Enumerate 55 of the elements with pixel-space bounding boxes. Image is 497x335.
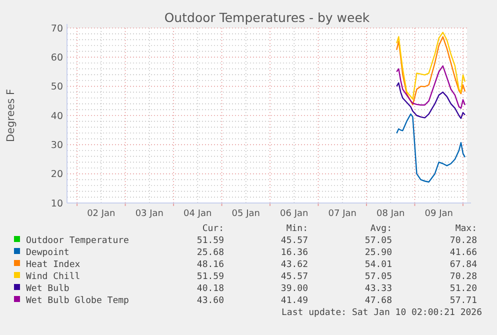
x-tick-label: 05 Jan	[232, 209, 260, 219]
text: Last update: Sat Jan 10 02:00:21 2026	[282, 308, 482, 318]
x-tick-label: 06 Jan	[280, 209, 308, 219]
x-tick-label: 02 Jan	[87, 209, 116, 219]
text: Max:	[455, 224, 477, 234]
x-tick-label: 03 Jan	[135, 209, 164, 219]
y-tick-label: 60	[50, 52, 63, 64]
text: 51.20	[450, 284, 477, 294]
text: 57.05	[364, 236, 392, 246]
text: 47.68	[364, 296, 392, 306]
y-tick-label: 70	[50, 23, 63, 34]
line-series	[396, 65, 466, 109]
text: 67.84	[450, 260, 477, 270]
text: 51.59	[196, 272, 224, 282]
x-tick-label: 07 Jan	[328, 209, 356, 219]
text: 43.33	[364, 284, 392, 294]
text: 41.49	[280, 296, 308, 306]
text: Cur:	[202, 224, 224, 234]
text: 40.18	[196, 284, 224, 294]
text: 25.68	[196, 248, 224, 258]
legend-label: Dewpoint	[26, 248, 70, 258]
line-series	[396, 82, 466, 120]
text: Avg:	[370, 224, 392, 234]
chart-title: Outdoor Temperatures - by week	[164, 10, 370, 25]
x-tick-label: 09 Jan	[424, 209, 453, 219]
text: 48.16	[196, 260, 224, 270]
y-tick-label: 50	[50, 82, 63, 93]
text: 16.36	[280, 248, 308, 258]
text: 43.62	[280, 260, 308, 270]
text: 39.00	[280, 284, 308, 294]
legend-label: Wet Bulb	[26, 284, 70, 294]
legend-label: Heat Index	[26, 260, 81, 270]
text: 51.59	[196, 236, 224, 246]
text: 25.90	[364, 248, 392, 258]
y-tick-label: 10	[50, 198, 63, 210]
y-tick-label: 30	[50, 140, 63, 151]
y-axis-title: Degrees F	[5, 88, 17, 142]
text: 45.57	[280, 272, 308, 282]
text: 41.66	[450, 248, 477, 258]
x-tick-label: 08 Jan	[376, 209, 405, 219]
legend-label: Outdoor Temperature	[26, 236, 129, 246]
text: Min:	[286, 224, 308, 234]
text: 57.71	[450, 296, 477, 306]
text: 45.57	[280, 236, 308, 246]
line-series	[396, 113, 466, 183]
text: 54.01	[364, 260, 392, 270]
y-tick-label: 20	[50, 169, 63, 180]
y-tick-label: 40	[50, 110, 63, 122]
x-tick-label: 04 Jan	[184, 209, 212, 219]
text: 70.28	[450, 272, 477, 282]
text: 57.05	[364, 272, 392, 282]
text: 70.28	[450, 236, 477, 246]
text: 43.60	[196, 296, 224, 306]
legend-label: Wind Chill	[26, 272, 80, 282]
legend-label: Wet Bulb Globe Temp	[26, 296, 129, 306]
